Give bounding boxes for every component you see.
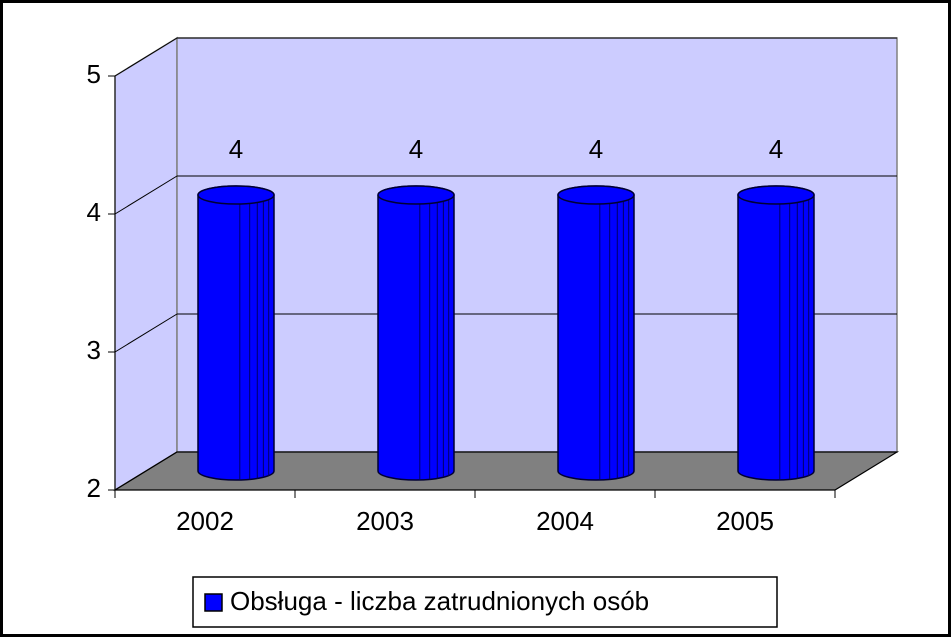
side-wall: [114, 36, 178, 492]
x-tick-label: 2005: [716, 506, 774, 536]
bar: [197, 185, 275, 481]
bar-top: [377, 185, 455, 205]
y-tick-label: 5: [87, 59, 101, 89]
bar-top: [557, 185, 635, 205]
x-tick-label: 2004: [536, 506, 594, 536]
bar-top: [197, 185, 275, 205]
side-grid-line: [114, 313, 178, 353]
data-label: 4: [589, 134, 603, 164]
data-label: 4: [229, 134, 243, 164]
y-tick-label: 2: [87, 473, 101, 503]
legend-label: Obsługa - liczba zatrudnionych osób: [230, 586, 649, 616]
bar: [737, 185, 815, 481]
x-tick-label: 2003: [356, 506, 414, 536]
bar: [377, 185, 455, 481]
side-grid-line: [114, 37, 178, 77]
bar: [557, 185, 635, 481]
data-label: 4: [769, 134, 783, 164]
legend-box: [192, 576, 778, 628]
x-tick-label: 2002: [176, 506, 234, 536]
data-label: 4: [409, 134, 423, 164]
side-grid-line: [114, 175, 178, 215]
y-tick-label: 3: [87, 335, 101, 365]
legend-swatch: [204, 593, 223, 612]
bar-top: [737, 185, 815, 205]
y-tick-label: 4: [87, 197, 101, 227]
side-grid-line: [114, 451, 178, 491]
